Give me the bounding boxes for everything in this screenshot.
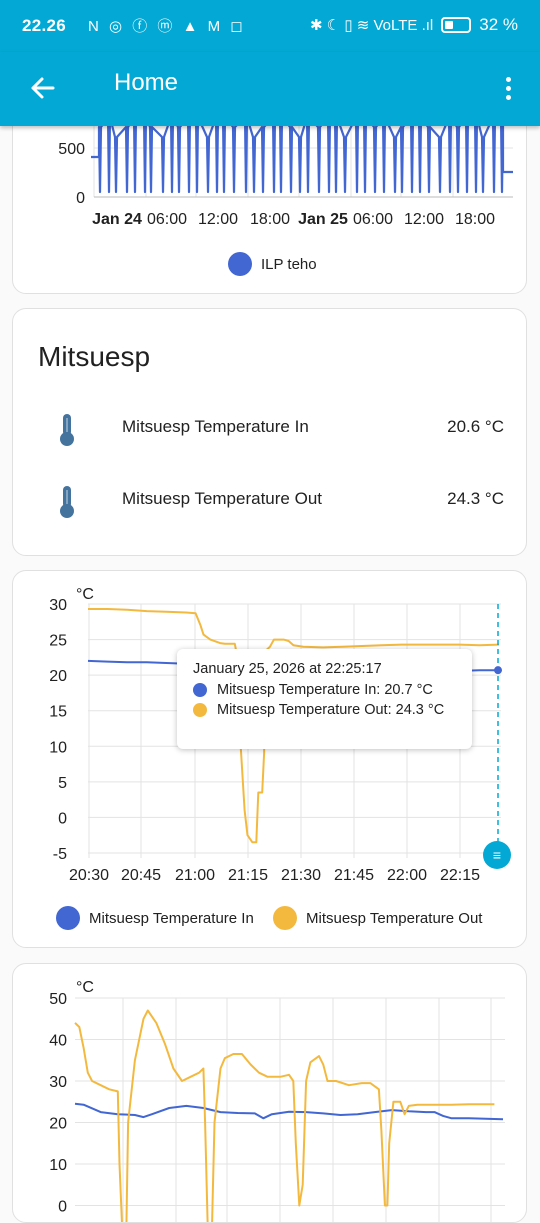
clock: 22.26: [22, 16, 66, 36]
x-tick-label: 21:15: [228, 867, 268, 884]
y-tick-label: 50: [49, 991, 67, 1008]
x-tick-label: 18:00: [455, 211, 495, 228]
thermometer-icon: [57, 412, 77, 448]
y-tick-label: 30: [49, 1074, 67, 1091]
y-tick-label: 20: [49, 668, 67, 685]
x-tick-label: Jan 24: [92, 211, 142, 228]
tooltip-timestamp: January 25, 2026 at 22:25:17: [193, 661, 456, 677]
battery-percent: 32 %: [479, 15, 518, 35]
thermometer-icon: [57, 484, 77, 520]
y-tick-label: 0: [58, 810, 67, 827]
y-tick-label: 500: [58, 141, 85, 158]
y-tick-label: 0: [58, 1199, 67, 1216]
history-card-temperature-long: °C 50 40 30 20 10 0: [12, 963, 527, 1223]
x-tick-label: 21:00: [175, 867, 215, 884]
tooltip-row-in: Mitsuesp Temperature In: 20.7 °C: [193, 682, 456, 698]
legend-item-temperature-in[interactable]: Mitsuesp Temperature In: [56, 906, 254, 930]
y-tick-label: 0: [76, 190, 85, 207]
x-tick-label: 21:30: [281, 867, 321, 884]
y-tick-label: 25: [49, 633, 67, 650]
y-unit-label: °C: [76, 979, 94, 996]
legend-item-temperature-out[interactable]: Mitsuesp Temperature Out: [273, 906, 482, 930]
entity-name: Mitsuesp Temperature In: [122, 417, 309, 437]
x-tick-label: 12:00: [198, 211, 238, 228]
x-tick-label: 22:00: [387, 867, 427, 884]
entity-value: 24.3 °C: [447, 489, 504, 509]
y-tick-label: 20: [49, 1116, 67, 1133]
status-bar: 22.26 N ◎ ⓕ ⓜ ▲ M ◻ ✱ ☾ ▯ ≋ VoLTE .ıl 32…: [0, 0, 540, 52]
y-tick-label: 40: [49, 1033, 67, 1050]
x-tick-label: 12:00: [404, 211, 444, 228]
y-unit-label: °C: [76, 586, 94, 603]
y-tick-label: 15: [49, 704, 67, 721]
y-tick-label: -5: [53, 846, 67, 863]
app-bar: Home: [0, 52, 540, 126]
page-title: Home: [114, 69, 178, 97]
connectivity-icons: ✱ ☾ ▯ ≋ VoLTE .ıl: [310, 16, 433, 34]
x-tick-label: 20:30: [69, 867, 109, 884]
battery-icon: [441, 17, 471, 33]
x-tick-label: 18:00: [250, 211, 290, 228]
legend-dot: [273, 906, 297, 930]
card-title: Mitsuesp: [38, 341, 150, 373]
y-tick-label: 10: [49, 1157, 67, 1174]
x-tick-label: Jan 25: [298, 211, 348, 228]
entity-name: Mitsuesp Temperature Out: [122, 489, 322, 509]
legend-label: ILP teho: [261, 256, 317, 273]
zoom-handle-icon[interactable]: ≡: [483, 841, 511, 869]
x-tick-label: 22:15: [440, 867, 480, 884]
temperature-long-chart[interactable]: °C 50 40 30 20 10 0: [13, 964, 527, 1223]
entity-value: 20.6 °C: [447, 417, 504, 437]
entities-card-mitsuesp: Mitsuesp Mitsuesp Temperature In 20.6 °C…: [12, 308, 527, 556]
tooltip-dot: [193, 683, 207, 697]
x-tick-label: 06:00: [147, 211, 187, 228]
x-tick-label: 06:00: [353, 211, 393, 228]
series-line-ilp-teho: [91, 117, 513, 192]
legend-dot: [228, 252, 252, 276]
entity-row-temperature-in[interactable]: Mitsuesp Temperature In 20.6 °C: [13, 404, 527, 454]
entity-row-temperature-out[interactable]: Mitsuesp Temperature Out 24.3 °C: [13, 476, 527, 526]
y-tick-label: 10: [49, 739, 67, 756]
tooltip-dot: [193, 703, 207, 717]
tooltip-text: Mitsuesp Temperature In: 20.7 °C: [217, 682, 433, 698]
hover-point-temperature-in: [494, 666, 502, 674]
legend-dot: [56, 906, 80, 930]
tooltip-row-out: Mitsuesp Temperature Out: 24.3 °C: [193, 702, 456, 718]
x-tick-label: 20:45: [121, 867, 161, 884]
legend-label: Mitsuesp Temperature Out: [306, 910, 482, 927]
legend-item-ilp-teho[interactable]: ILP teho: [228, 252, 317, 276]
notification-icons: N ◎ ⓕ ⓜ ▲ M ◻: [88, 15, 246, 36]
more-vert-icon[interactable]: [502, 70, 514, 106]
tooltip-text: Mitsuesp Temperature Out: 24.3 °C: [217, 702, 444, 718]
x-tick-label: 21:45: [334, 867, 374, 884]
y-tick-label: 5: [58, 775, 67, 792]
y-tick-label: 30: [49, 597, 67, 614]
system-icons: ✱ ☾ ▯ ≋ VoLTE .ıl 32 %: [310, 15, 518, 35]
arrow-left-icon[interactable]: [22, 68, 62, 108]
legend-label: Mitsuesp Temperature In: [89, 910, 254, 927]
chart-tooltip: January 25, 2026 at 22:25:17 Mitsuesp Te…: [177, 649, 472, 749]
